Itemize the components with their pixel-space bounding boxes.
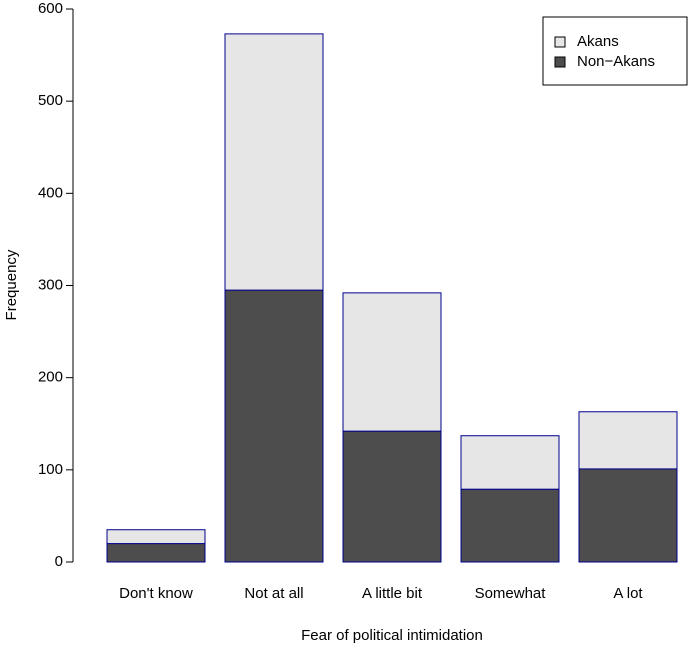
x-tick-label: A little bit bbox=[362, 585, 423, 602]
x-tick-label: Not at all bbox=[244, 585, 303, 602]
x-axis-label: Fear of political intimidation bbox=[301, 627, 483, 644]
y-tick-label: 300 bbox=[38, 276, 63, 293]
bar-segment bbox=[224, 33, 324, 291]
x-tick-label: Somewhat bbox=[475, 585, 547, 602]
bar-segment bbox=[106, 529, 206, 545]
bar-segment bbox=[342, 430, 442, 563]
bar-segment bbox=[460, 435, 560, 490]
legend-swatch bbox=[554, 36, 566, 48]
y-tick-label: 500 bbox=[38, 92, 63, 109]
y-axis-label: Frequency bbox=[3, 249, 20, 320]
y-tick-label: 200 bbox=[38, 369, 63, 386]
bar-segment bbox=[460, 488, 560, 563]
legend-swatch bbox=[554, 56, 566, 68]
legend-box bbox=[542, 16, 688, 86]
bar-segment bbox=[224, 289, 324, 563]
y-tick-label: 400 bbox=[38, 184, 63, 201]
y-tick-label: 0 bbox=[55, 553, 63, 570]
legend-label: Akans bbox=[577, 33, 619, 50]
y-tick-label: 600 bbox=[38, 0, 63, 17]
y-tick-label: 100 bbox=[38, 461, 63, 478]
legend-label: Non−Akans bbox=[577, 53, 655, 70]
x-tick-label: Don't know bbox=[119, 585, 193, 602]
bar-segment bbox=[106, 543, 206, 563]
x-tick-label: A lot bbox=[613, 585, 643, 602]
bar-segment bbox=[578, 411, 678, 470]
bar-segment bbox=[342, 292, 442, 432]
bar-segment bbox=[578, 468, 678, 563]
